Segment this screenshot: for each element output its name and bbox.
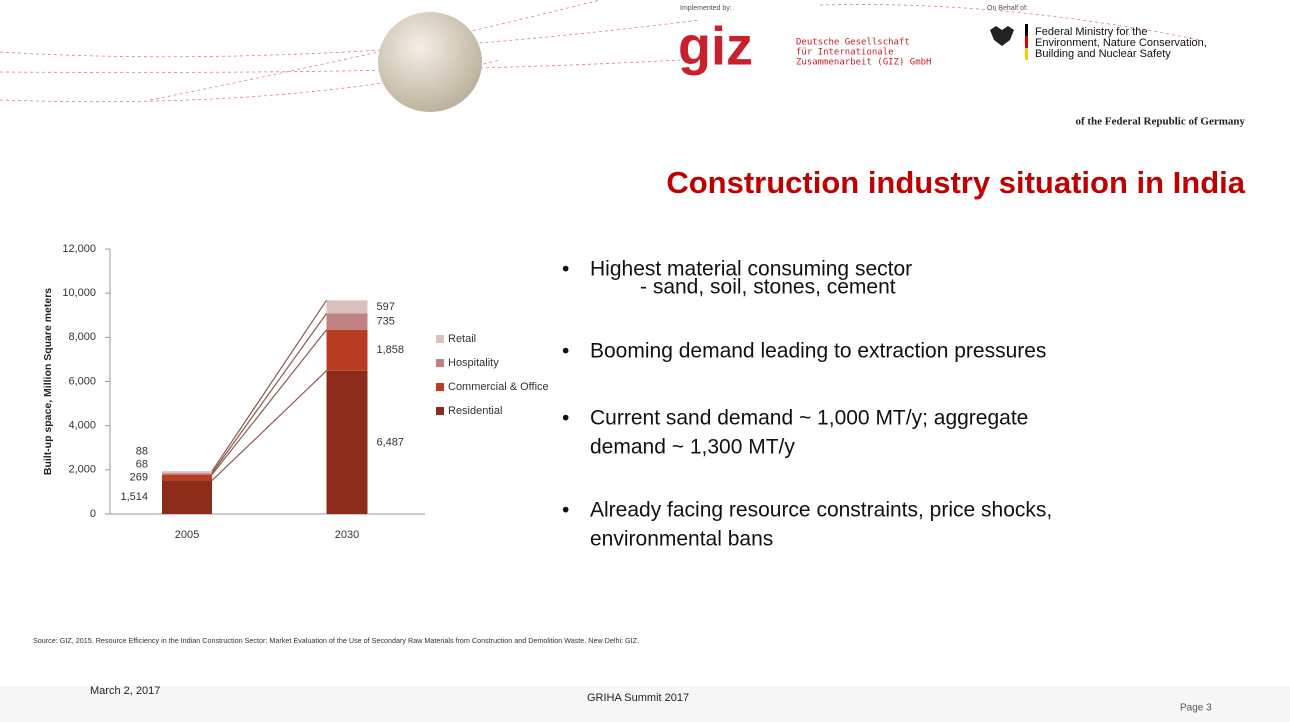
data-label: 735 — [377, 316, 395, 328]
y-tick-label: 6,000 — [68, 375, 96, 387]
giz-name: Zusammenarbeit (GIZ) GmbH — [796, 58, 931, 68]
legend-label: Hospitality — [448, 357, 499, 369]
globe-icon — [378, 12, 482, 112]
bullet-mark: • — [562, 407, 569, 430]
bar-segment — [162, 471, 212, 473]
legend-label: Retail — [448, 333, 476, 345]
connector — [212, 371, 327, 481]
header-decoration — [0, 0, 1200, 102]
bullet-subtext: - sand, soil, stones, cement — [640, 276, 896, 299]
legend-swatch — [436, 407, 444, 415]
y-axis-label: Built-up space, Million Square meters — [42, 288, 54, 475]
flag-bar — [1025, 24, 1028, 60]
bar-segment — [327, 330, 368, 371]
x-tick-label: 2005 — [175, 529, 199, 541]
chart: 0 2,000 4,000 6,000 8,000 10,000 12,000 Built-u… — [42, 243, 549, 541]
y-tick-label: 12,000 — [62, 243, 96, 255]
y-tick-label: 2,000 — [68, 464, 96, 476]
data-label: 1,514 — [120, 491, 148, 503]
y-tick-label: 0 — [90, 508, 96, 520]
data-label: 597 — [377, 301, 395, 313]
ministry: Building and Nuclear Safety — [1035, 48, 1171, 60]
bar-segment — [327, 313, 368, 329]
bar-segment — [327, 371, 368, 514]
eagle-icon — [990, 26, 1014, 46]
bar-segment — [162, 481, 212, 514]
bullet-text: Current sand demand ~ 1,000 MT/y; aggreg… — [590, 407, 1028, 430]
y-tick-label: 8,000 — [68, 331, 96, 343]
giz-name: für Internationale — [796, 48, 894, 58]
bar-segment — [162, 473, 212, 475]
legend-swatch — [436, 335, 444, 343]
y-tick-label: 10,000 — [62, 287, 96, 299]
connector — [212, 300, 327, 471]
bullet-text: Already facing resource constraints, pri… — [590, 499, 1052, 522]
bullet-mark: • — [562, 340, 569, 363]
slide-title: Construction industry situation in India — [666, 165, 1245, 200]
giz-logo: giz — [678, 16, 753, 76]
legend-swatch — [436, 359, 444, 367]
data-label: 68 — [136, 459, 148, 471]
connector — [212, 313, 327, 473]
bullet-text: Booming demand leading to extraction pre… — [590, 340, 1046, 363]
y-tick-label: 4,000 — [68, 420, 96, 432]
source: Source: GIZ, 2015. Resource Efficiency i… — [33, 636, 639, 645]
bullet-mark: • — [562, 258, 569, 281]
bullet-text: demand ~ 1,300 MT/y — [590, 436, 795, 459]
bar-segment — [162, 475, 212, 481]
bullet-list: •Highest material consuming sector- sand… — [562, 258, 1052, 551]
data-label: 1,858 — [377, 344, 405, 356]
connector — [212, 330, 327, 475]
legend-swatch — [436, 383, 444, 391]
bullet-mark: • — [562, 499, 569, 522]
data-label: 6,487 — [377, 436, 405, 448]
slide: Implemented by: giz Deutsche Gesellschaf… — [0, 0, 1290, 722]
data-label: 88 — [136, 446, 148, 458]
footer-event: GRIHA Summit 2017 — [587, 692, 689, 704]
republic: of the Federal Republic of Germany — [1075, 116, 1245, 128]
bullet-text: environmental bans — [590, 528, 773, 551]
implemented-by: Implemented by: — [680, 5, 732, 12]
bar-segment — [327, 300, 368, 313]
giz-name: Deutsche Gesellschaft — [796, 38, 910, 48]
data-label: 269 — [130, 472, 148, 484]
x-tick-label: 2030 — [335, 529, 359, 541]
on-behalf-of: On Behalf of: — [987, 5, 1028, 12]
legend-label: Residential — [448, 405, 502, 417]
legend-label: Commercial & Office — [448, 381, 549, 393]
footer-page: Page 3 — [1180, 703, 1212, 714]
footer-date: March 2, 2017 — [90, 685, 160, 697]
